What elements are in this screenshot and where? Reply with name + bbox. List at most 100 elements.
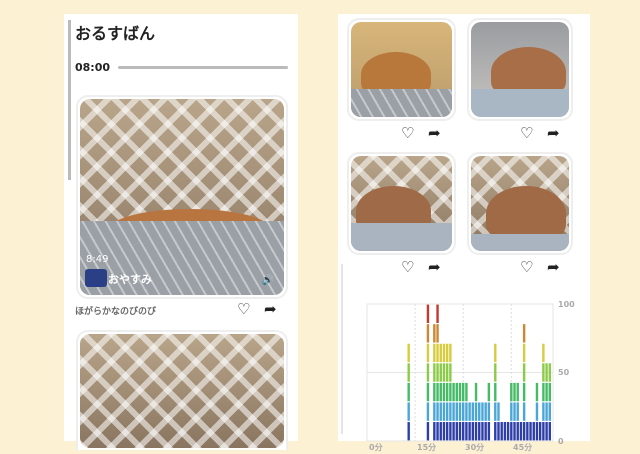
- heart-icon[interactable]: ♡: [520, 124, 534, 142]
- bar-segment: [545, 422, 548, 441]
- bar-segment: [548, 382, 551, 402]
- bar-segment: [494, 402, 497, 421]
- photo-card-3[interactable]: [347, 152, 456, 255]
- video-thumbnail-2[interactable]: [80, 334, 284, 448]
- bar-segment: [442, 343, 446, 363]
- x-tick-0: 0分: [369, 442, 383, 452]
- bar-segment: [542, 422, 545, 441]
- activity-chart: 0 50 100 0分 15分 30分 45分: [366, 300, 575, 452]
- share-arrow-icon[interactable]: ➦: [428, 124, 441, 142]
- bar-segment: [465, 422, 468, 441]
- bar-segment: [465, 382, 468, 402]
- heart-icon[interactable]: ♡: [401, 124, 415, 142]
- bar-segment: [503, 422, 507, 441]
- bar-segment: [510, 402, 513, 421]
- bar-segment: [494, 382, 497, 402]
- bar-segment: [436, 363, 439, 382]
- bar-segment: [500, 422, 503, 441]
- y-tick-50: 50: [558, 368, 570, 377]
- bar-segment: [449, 402, 452, 421]
- video-card-2[interactable]: [76, 330, 288, 450]
- bar-segment: [494, 422, 497, 441]
- bar-segment: [407, 402, 410, 421]
- bar-segment: [407, 382, 410, 402]
- bar-segment: [532, 422, 535, 441]
- heart-icon[interactable]: ♡: [237, 300, 251, 318]
- bar-segment: [426, 343, 430, 363]
- bar-segment: [529, 422, 532, 441]
- photo-card-2[interactable]: [467, 18, 573, 121]
- bar-segment: [516, 422, 519, 441]
- bar-segment: [439, 402, 442, 421]
- photo-card-4[interactable]: [467, 152, 573, 255]
- share-arrow-icon[interactable]: ➦: [547, 124, 560, 142]
- page-title: おるすばん: [75, 24, 156, 43]
- timeline-bar[interactable]: [118, 66, 288, 69]
- bar-segment: [519, 422, 523, 441]
- bar-segment: [542, 343, 545, 363]
- scroll-indicator[interactable]: [341, 264, 343, 434]
- bar-segment: [455, 422, 458, 441]
- bar-segment: [522, 402, 526, 421]
- bar-segment: [436, 402, 439, 421]
- y-tick-100: 100: [558, 300, 575, 309]
- share-arrow-icon[interactable]: ➦: [264, 300, 277, 318]
- bar-segment: [436, 324, 439, 343]
- y-tick-0: 0: [558, 437, 564, 446]
- bar-segment: [442, 402, 446, 421]
- bar-segment: [513, 422, 516, 441]
- bar-segment: [449, 422, 452, 441]
- bar-segment: [522, 343, 526, 363]
- bar-segment: [465, 402, 468, 421]
- left-screen: おるすばん 08:00 8:49 おやすみ 🔊 ほがらかなのびのび ♡ ➦: [64, 14, 298, 450]
- video-thumbnail[interactable]: 8:49 おやすみ 🔊: [80, 99, 284, 295]
- bar-segment: [433, 343, 436, 363]
- bar-segment: [442, 382, 446, 402]
- bar-segment: [436, 304, 439, 323]
- scroll-indicator[interactable]: [68, 20, 71, 180]
- bar-segment: [426, 422, 430, 441]
- bar-segment: [439, 422, 442, 441]
- bar-segment: [452, 422, 455, 441]
- bar-segment: [462, 382, 465, 402]
- bar-segment: [474, 422, 478, 441]
- bar-segment: [481, 422, 484, 441]
- video-card[interactable]: 8:49 おやすみ 🔊: [76, 95, 288, 299]
- bar-segment: [445, 382, 449, 402]
- bar-segment: [494, 343, 497, 363]
- bar-segment: [548, 363, 551, 382]
- bar-segment: [487, 422, 491, 441]
- share-arrow-icon[interactable]: ➦: [428, 258, 441, 276]
- bar-segment: [522, 324, 526, 343]
- photo-card-1[interactable]: [347, 18, 456, 121]
- bar-segment: [474, 402, 478, 421]
- bar-segment: [487, 382, 491, 402]
- video-duration: 8:49: [86, 254, 109, 265]
- bar-segment: [545, 402, 548, 421]
- bar-segment: [433, 363, 436, 382]
- bar-segment: [436, 422, 439, 441]
- bar-segment: [526, 422, 529, 441]
- x-tick-45: 45分: [513, 442, 532, 452]
- share-arrow-icon[interactable]: ➦: [547, 258, 560, 276]
- volume-icon[interactable]: 🔊: [261, 275, 274, 286]
- heart-icon[interactable]: ♡: [401, 258, 415, 276]
- bar-segment: [436, 382, 439, 402]
- bar-segment: [426, 402, 430, 421]
- bar-segment: [407, 422, 410, 441]
- bar-segment: [439, 343, 442, 363]
- bar-segment: [548, 402, 551, 421]
- bar-segment: [455, 382, 458, 402]
- bar-segment: [449, 363, 452, 382]
- bar-segment: [481, 402, 484, 421]
- bar-segment: [494, 363, 497, 382]
- bar-segment: [407, 363, 410, 382]
- x-tick-15: 15分: [417, 442, 436, 452]
- bar-segment: [522, 382, 526, 402]
- channel-avatar: [85, 269, 107, 287]
- bar-segment: [510, 422, 513, 441]
- bar-segment: [433, 422, 436, 441]
- bar-segment: [542, 382, 545, 402]
- heart-icon[interactable]: ♡: [520, 258, 534, 276]
- bar-segment: [458, 402, 462, 421]
